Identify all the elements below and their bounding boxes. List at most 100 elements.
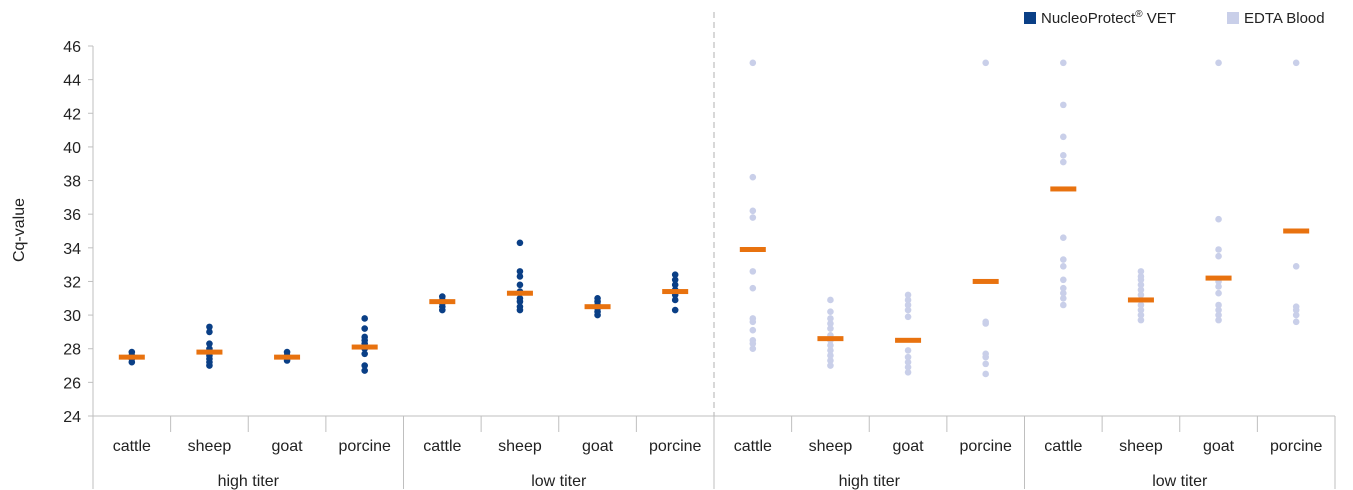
category-labels: cattle sheep goat porcine cattle sheep goat por…	[113, 438, 1323, 455]
data-point	[1292, 263, 1300, 270]
data-point	[516, 239, 524, 247]
y-tick-label: 44	[63, 73, 81, 90]
group-label: low titer	[1152, 473, 1208, 490]
data-point	[982, 59, 989, 67]
data-point	[904, 291, 912, 299]
data-point	[982, 370, 989, 378]
data-point	[283, 348, 291, 356]
data-point	[827, 347, 834, 354]
data-point	[749, 59, 757, 67]
legend-label-edta-blood: EDTA Blood	[1244, 10, 1325, 27]
data-point	[671, 296, 679, 304]
legend: NucleoProtect® VET EDTA Blood	[1024, 9, 1325, 27]
data-point	[128, 348, 136, 356]
y-tick-label: 40	[63, 140, 81, 157]
data-point	[1215, 306, 1222, 314]
legend-item-nucleoprotect: NucleoProtect® VET	[1024, 9, 1176, 27]
data-point	[749, 326, 757, 334]
y-tick-label: 46	[63, 39, 81, 56]
data-point	[361, 362, 368, 369]
data-point	[1137, 286, 1145, 294]
data-point	[749, 337, 757, 344]
data-point	[904, 353, 912, 361]
data-point	[361, 325, 368, 332]
category-label: cattle	[734, 438, 772, 455]
category-label: porcine	[1270, 438, 1323, 455]
mean-marker	[1205, 275, 1232, 281]
data-point	[1060, 158, 1067, 166]
data-point	[361, 350, 368, 358]
data-point	[749, 284, 757, 292]
y-tick-label: 42	[63, 106, 81, 123]
data-point	[1137, 291, 1145, 299]
data-point	[1060, 256, 1067, 263]
data-point	[361, 367, 368, 374]
data-point	[1137, 301, 1145, 309]
data-point	[749, 345, 757, 353]
legend-swatch-edta-blood	[1227, 12, 1239, 24]
y-tick-label: 26	[63, 375, 81, 392]
data-point	[827, 325, 834, 332]
mean-marker	[274, 354, 301, 360]
data-point	[1215, 215, 1222, 223]
data-point	[361, 333, 368, 341]
y-tick-label: 24	[63, 409, 81, 426]
mean-marker	[1283, 228, 1310, 234]
data-point	[1060, 133, 1067, 141]
data-point	[1060, 101, 1067, 109]
data-point	[827, 342, 834, 349]
data-point	[671, 281, 679, 289]
data-point	[904, 313, 912, 321]
mean-marker	[1050, 186, 1077, 192]
data-point	[982, 360, 989, 368]
mean-marker	[506, 290, 533, 296]
group-label: low titer	[531, 473, 587, 490]
data-point	[749, 268, 757, 275]
y-tick-label: 30	[63, 308, 81, 325]
mean-marker	[1127, 297, 1154, 303]
data-points	[128, 59, 1300, 378]
data-point	[1215, 246, 1222, 253]
y-tick-label: 36	[63, 207, 81, 224]
mean-marker	[351, 344, 378, 350]
y-tick-label: 34	[63, 241, 81, 258]
category-label: sheep	[498, 438, 542, 455]
legend-swatch-nucleoprotect	[1024, 12, 1036, 24]
y-tick-label: 32	[63, 274, 81, 291]
data-point	[1215, 316, 1222, 324]
data-point	[982, 350, 989, 358]
category-label: sheep	[809, 438, 853, 455]
category-label: porcine	[959, 438, 1012, 455]
data-point	[1215, 283, 1222, 290]
data-point	[1292, 311, 1300, 319]
category-label: cattle	[1044, 438, 1082, 455]
data-point	[206, 340, 213, 347]
data-point	[1060, 294, 1067, 302]
data-point	[1137, 306, 1145, 314]
mean-marker	[972, 278, 999, 284]
data-point	[904, 368, 912, 376]
data-point	[1292, 59, 1300, 67]
data-point	[1060, 152, 1067, 159]
data-point	[1060, 284, 1067, 292]
axes	[88, 12, 1336, 489]
mean-markers	[118, 186, 1310, 360]
data-point	[516, 281, 524, 289]
data-point	[827, 362, 834, 369]
data-point	[1137, 316, 1145, 324]
data-point	[904, 358, 912, 366]
data-point	[1060, 276, 1067, 284]
category-label: goat	[271, 438, 303, 455]
mean-marker	[196, 349, 223, 355]
data-point	[1137, 311, 1145, 319]
data-point	[827, 308, 834, 316]
data-point	[1292, 303, 1300, 310]
data-point	[1215, 311, 1222, 319]
data-point	[1215, 301, 1222, 309]
data-point	[749, 315, 757, 322]
data-point	[904, 306, 912, 314]
data-point	[827, 315, 834, 322]
y-tick-label: 38	[63, 174, 81, 191]
data-point	[749, 173, 757, 181]
category-label: sheep	[1119, 438, 1163, 455]
